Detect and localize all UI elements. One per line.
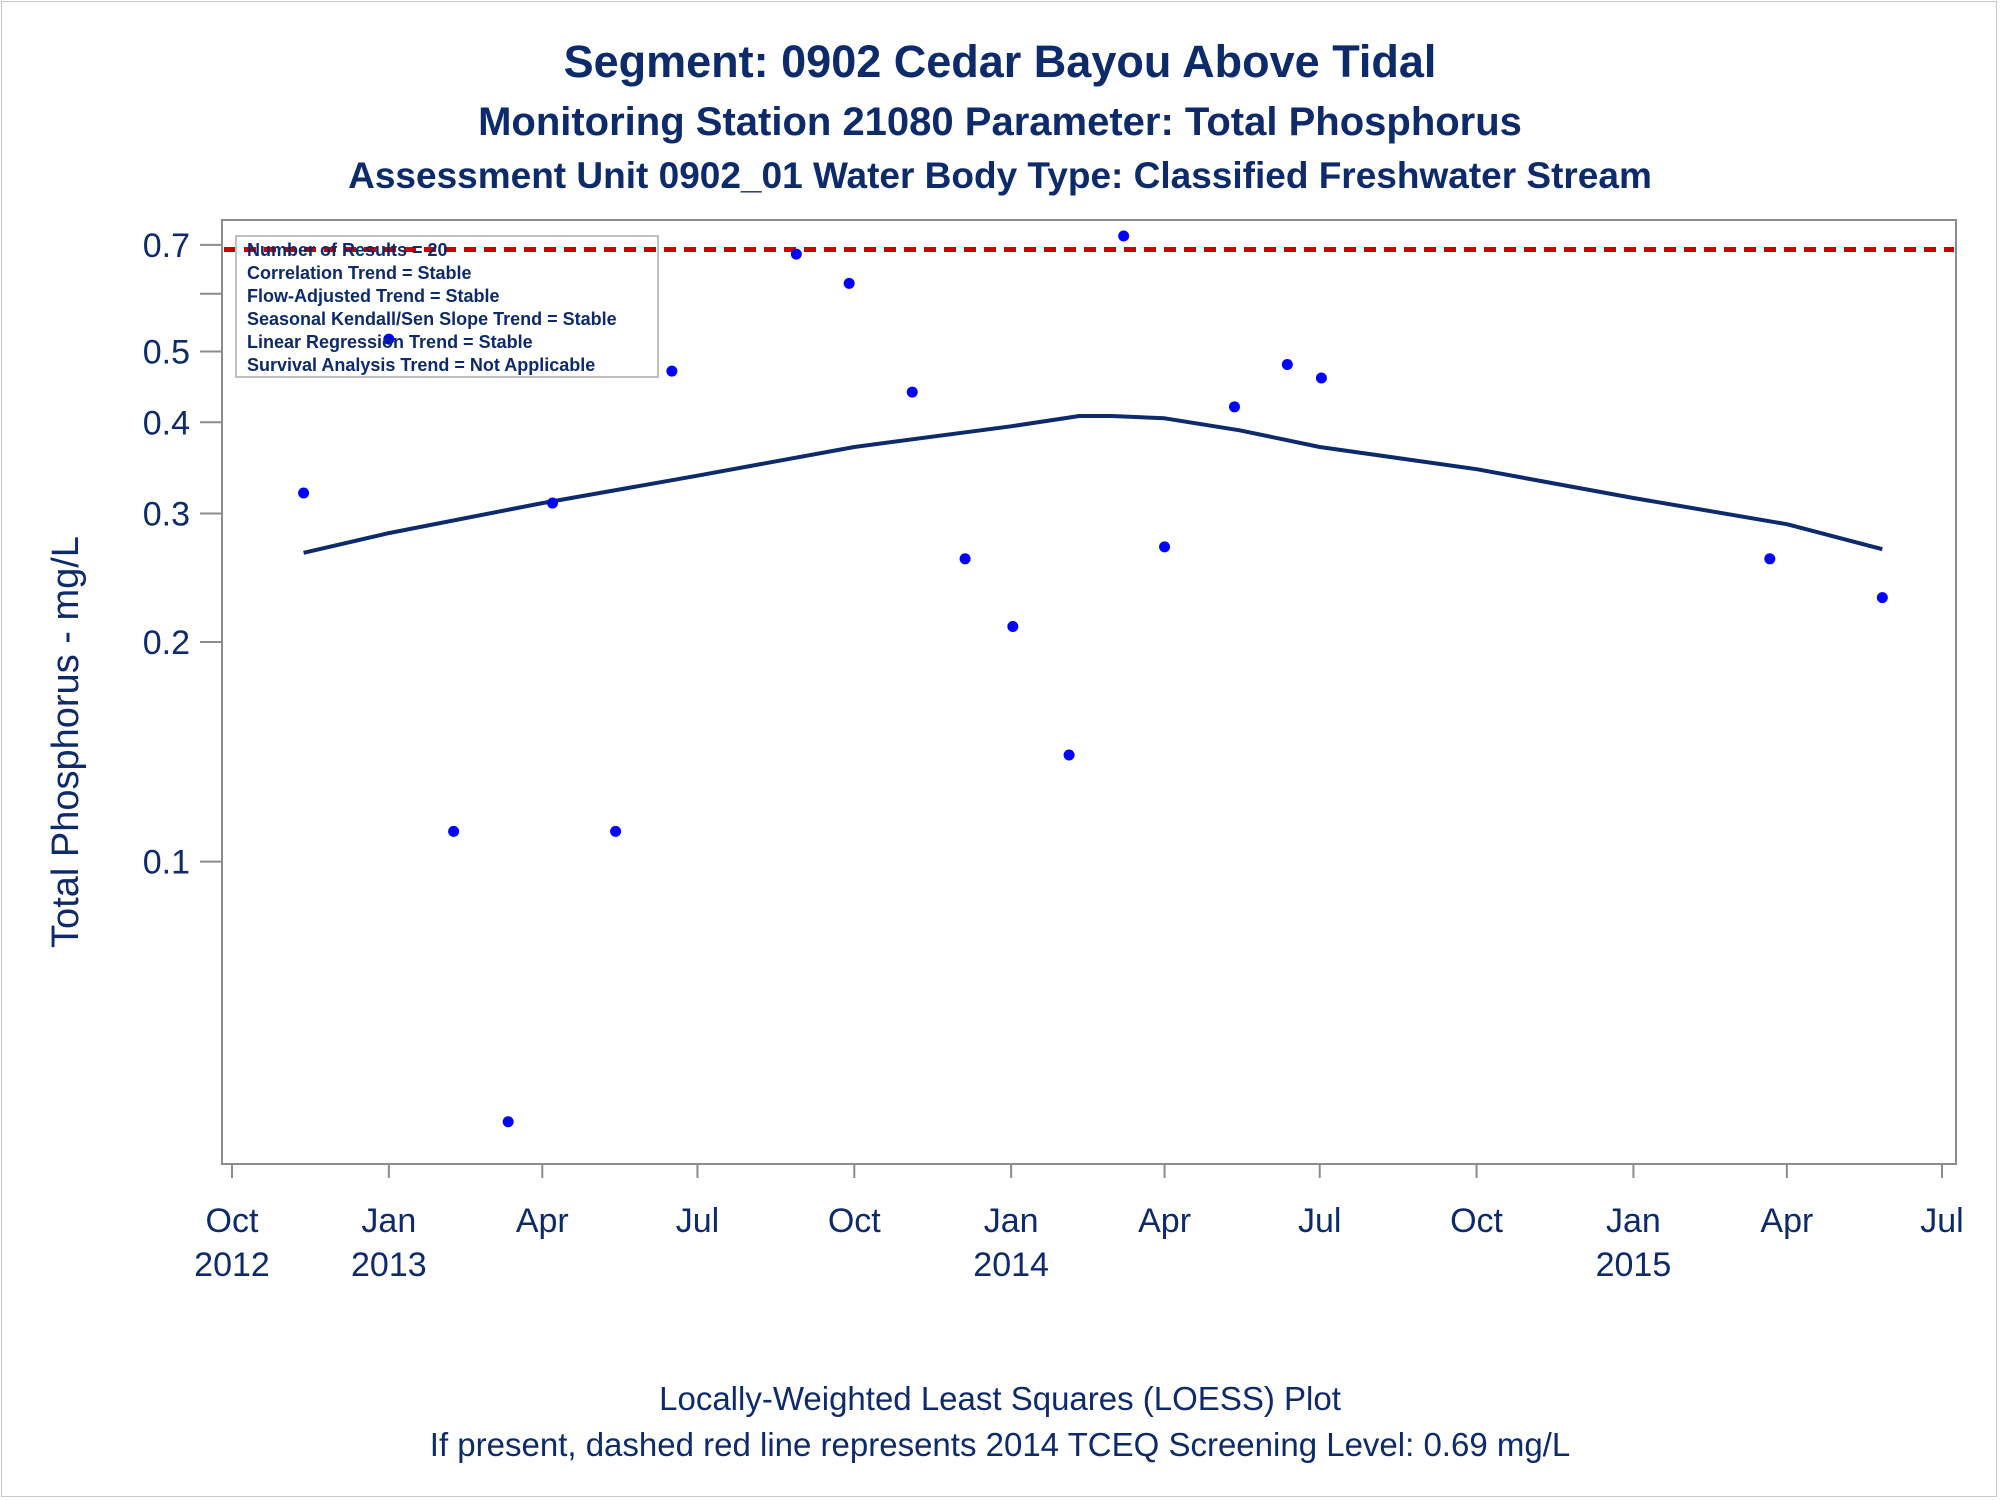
data-point [959,553,971,565]
trend-stats-box-border [235,235,659,378]
data-point [790,248,802,260]
data-point [666,365,678,377]
data-point [1876,592,1888,604]
y-tick-label: 0.1 [143,844,190,882]
x-tick-year-label: 2013 [351,1246,427,1284]
data-point [502,1116,514,1128]
trend-stat-line: Linear Regression Trend = Stable [247,332,533,352]
data-point [547,497,559,509]
x-tick-label: Oct [1450,1202,1503,1240]
footnote-screening-level: If present, dashed red line represents 2… [429,1426,1571,1463]
x-tick-label: Jul [1298,1202,1341,1240]
x-tick-label: Jan [1606,1202,1661,1240]
x-tick-label: Jan [361,1202,416,1240]
y-tick-label: 0.2 [143,624,190,662]
x-tick-year-label: 2014 [973,1246,1049,1284]
x-tick-label: Oct [828,1202,881,1240]
y-tick-label: 0.5 [143,334,190,372]
data-point [1118,230,1130,242]
data-point [906,386,918,398]
y-axis: 0.1 0.2 0.3 0.4 0.5 0.7 [143,227,222,882]
y-tick-label: 0.3 [143,495,190,533]
x-tick-label: Oct [206,1202,259,1240]
data-point [1281,358,1293,370]
chart-title: Segment: 0902 Cedar Bayou Above Tidal [563,36,1437,87]
loess-curve [303,414,1883,555]
data-point [843,277,855,289]
y-tick-label: 0.4 [143,404,190,442]
data-point [610,825,622,837]
x-tick-label: Jan [984,1202,1039,1240]
trend-stats-box: Number of Results = 20 Correlation Trend … [235,235,659,378]
data-point [383,333,395,345]
chart-subtitle-assessment: Assessment Unit 0902_01 Water Body Type:… [348,155,1652,196]
x-tick-label: Apr [1760,1202,1813,1240]
data-point [1063,749,1075,761]
y-tick-label: 0.7 [143,227,190,265]
data-point [1159,541,1171,553]
trend-stat-line: Flow-Adjusted Trend = Stable [247,286,500,306]
data-points [298,230,1888,1128]
y-axis-title: Total Phosphorus - mg/L [45,536,87,948]
trend-stat-line: Seasonal Kendall/Sen Slope Trend = Stabl… [247,309,617,329]
x-tick-year-label: 2012 [194,1246,270,1284]
data-point [1228,401,1240,413]
chart-subtitle-station: Monitoring Station 21080 Parameter: Tota… [478,100,1522,144]
trend-stat-line: Survival Analysis Trend = Not Applicable [247,355,595,375]
data-point [298,487,310,499]
x-tick-year-label: 2015 [1596,1246,1672,1284]
x-axis: Oct 2012 Jan 2013 Apr Jul Oct Jan 2014 Apr Jul Oct J… [194,1163,1964,1284]
footnote-loess: Locally-Weighted Least Squares (LOESS) P… [659,1380,1341,1417]
x-tick-label: Jul [676,1202,719,1240]
data-point [448,825,460,837]
data-point [1764,553,1776,565]
trend-stat-line: Number of Results = 20 [247,240,448,260]
data-point [1007,620,1019,632]
x-tick-label: Apr [1138,1202,1191,1240]
trend-stat-line: Correlation Trend = Stable [247,263,472,283]
data-point [1315,372,1327,384]
x-tick-label: Apr [516,1202,569,1240]
x-tick-label: Jul [1920,1202,1963,1240]
